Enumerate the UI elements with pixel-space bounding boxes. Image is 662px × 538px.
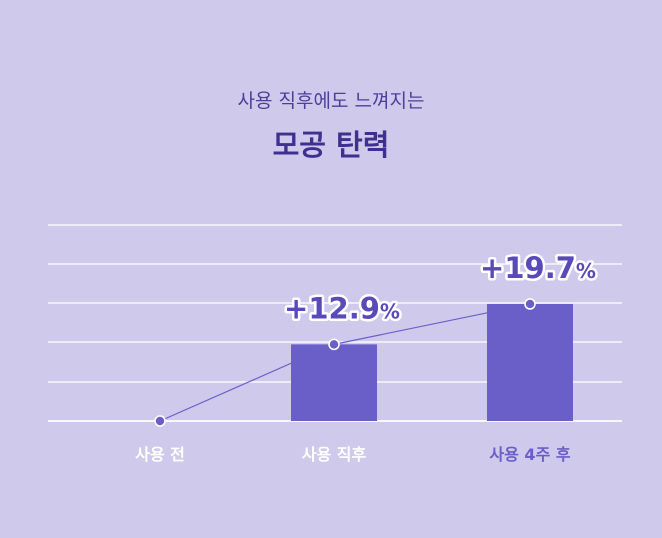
trend-line (154, 298, 536, 427)
data-label-2: +12.9% (284, 291, 400, 325)
trend-point-2 (328, 338, 340, 351)
bars (291, 303, 573, 421)
chart-subtitle: 사용 직후에도 느껴지는 (237, 90, 425, 112)
data-labels: +12.9% +19.7% (282, 248, 599, 327)
trend-point-3 (524, 298, 536, 310)
bar-3 (487, 303, 573, 421)
category-label-2: 사용 직후 (302, 445, 367, 464)
bar-2 (291, 344, 377, 421)
trend-point-1 (154, 415, 166, 427)
data-label-3: +19.7% (480, 251, 596, 285)
category-labels: 사용 전 사용 직후 사용 4주 후 (135, 445, 571, 464)
category-label-1: 사용 전 (135, 445, 185, 464)
chart-title: 모공 탄력 (272, 128, 390, 162)
category-label-3: 사용 4주 후 (489, 445, 570, 464)
